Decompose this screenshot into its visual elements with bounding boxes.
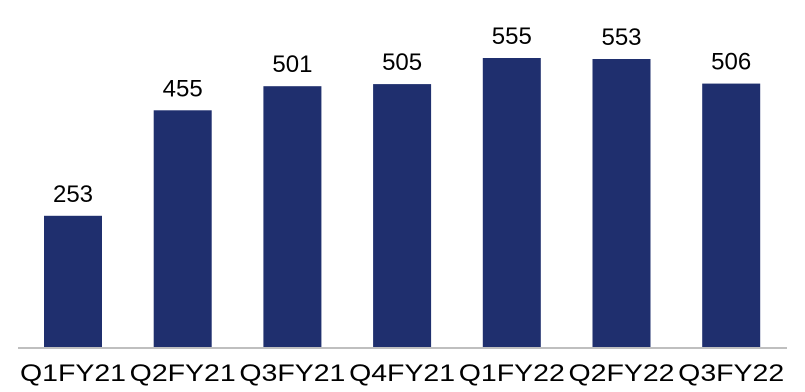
bars-group	[44, 58, 761, 348]
x-tick-label-q3fy22: Q3FY22	[678, 360, 784, 387]
x-tick-label-q2fy21: Q2FY21	[130, 360, 236, 387]
data-label-q1fy22: 555	[492, 23, 532, 50]
bar-q3fy22	[702, 83, 761, 348]
bar-q2fy21	[153, 110, 212, 348]
bar-q4fy21	[373, 84, 432, 348]
data-label-q2fy21: 455	[163, 75, 203, 102]
bar-q2fy22	[592, 59, 651, 348]
data-label-q3fy21: 501	[272, 51, 312, 78]
x-tick-label-q1fy22: Q1FY22	[459, 360, 565, 387]
data-labels-group: 253 455 501 505 555 553 506	[53, 23, 751, 208]
data-label-q1fy21: 253	[53, 181, 93, 208]
data-label-q3fy22: 506	[711, 49, 751, 76]
bar-q3fy21	[263, 86, 322, 348]
bar-q1fy21	[44, 215, 102, 348]
x-tick-label-q1fy21: Q1FY21	[20, 360, 126, 387]
data-label-q2fy22: 553	[601, 24, 641, 51]
x-tick-label-q4fy21: Q4FY21	[349, 360, 455, 387]
x-tick-label-q3fy21: Q3FY21	[239, 360, 345, 387]
data-label-q4fy21: 505	[382, 49, 422, 76]
x-tick-labels-group: Q1FY21 Q2FY21 Q3FY21 Q4FY21 Q1FY22 Q2FY22 Q3FY…	[20, 360, 784, 387]
bar-q1fy22	[482, 58, 541, 348]
x-tick-label-q2fy22: Q2FY22	[569, 360, 675, 387]
